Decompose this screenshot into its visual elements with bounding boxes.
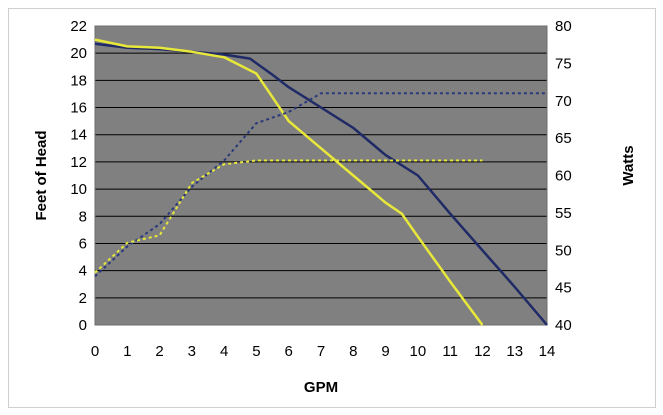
y-tick-label: 16 bbox=[70, 100, 87, 117]
x-axis-title: GPM bbox=[304, 379, 338, 396]
x-axis-ticks: 0 1 2 3 4 5 6 7 8 9 10 11 12 13 14 bbox=[91, 343, 556, 360]
y2-tick-label: 50 bbox=[555, 242, 572, 259]
y-axis-title: Feet of Head bbox=[33, 130, 50, 220]
y-tick-label: 2 bbox=[79, 290, 87, 307]
x-tick-label: 8 bbox=[349, 343, 357, 360]
y-tick-label: 4 bbox=[79, 263, 87, 280]
x-tick-label: 11 bbox=[442, 343, 458, 360]
y-axis-ticks: 0 2 4 6 8 10 12 14 16 18 20 22 bbox=[70, 18, 87, 334]
gridlines bbox=[94, 25, 548, 326]
y-tick-label: 8 bbox=[79, 208, 87, 225]
y2-tick-label: 60 bbox=[555, 168, 572, 185]
x-tick-label: 14 bbox=[539, 343, 556, 360]
x-tick-label: 6 bbox=[285, 343, 293, 360]
y2-tick-label: 65 bbox=[555, 130, 572, 147]
plot-area bbox=[95, 26, 547, 325]
series-line-3 bbox=[94, 92, 547, 278]
y2-axis-ticks: 40 45 50 55 60 65 70 75 80 bbox=[555, 18, 572, 334]
series-line-4 bbox=[94, 159, 483, 274]
x-tick-label: 4 bbox=[220, 343, 228, 360]
x-tick-label: 0 bbox=[91, 343, 99, 360]
x-tick-label: 5 bbox=[252, 343, 260, 360]
y-tick-label: 6 bbox=[79, 235, 87, 252]
x-tick-label: 2 bbox=[155, 343, 163, 360]
y-tick-label: 12 bbox=[70, 154, 87, 171]
y2-tick-label: 70 bbox=[555, 93, 572, 110]
x-tick-label: 7 bbox=[317, 343, 325, 360]
y2-tick-label: 40 bbox=[555, 317, 572, 334]
y2-tick-label: 55 bbox=[555, 205, 572, 222]
x-tick-label: 13 bbox=[506, 343, 523, 360]
y-tick-label: 14 bbox=[70, 127, 87, 144]
x-tick-label: 12 bbox=[474, 343, 491, 360]
y-tick-label: 22 bbox=[70, 18, 87, 35]
y2-tick-label: 80 bbox=[555, 18, 572, 35]
y2-tick-label: 75 bbox=[555, 55, 572, 72]
series-layer bbox=[94, 38, 548, 326]
y-tick-label: 0 bbox=[79, 317, 87, 334]
y2-axis-title: Watts bbox=[620, 145, 637, 185]
y-tick-label: 10 bbox=[70, 181, 87, 198]
y-tick-label: 18 bbox=[70, 72, 87, 89]
series-line-2 bbox=[94, 38, 484, 326]
x-tick-label: 3 bbox=[188, 343, 196, 360]
plot-border bbox=[94, 25, 548, 326]
x-tick-label: 9 bbox=[381, 343, 389, 360]
y-tick-label: 20 bbox=[70, 45, 87, 62]
x-tick-label: 10 bbox=[410, 343, 427, 360]
y2-tick-label: 45 bbox=[555, 280, 572, 297]
x-tick-label: 1 bbox=[123, 343, 131, 360]
